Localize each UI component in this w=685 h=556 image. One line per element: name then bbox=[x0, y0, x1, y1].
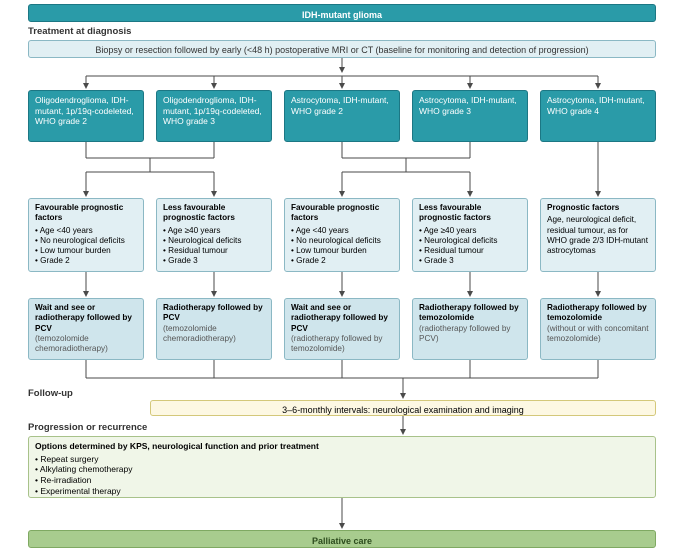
options-box: Options determined by KPS, neurological … bbox=[28, 436, 656, 498]
flowchart-root: IDH-mutant glioma Treatment at diagnosis… bbox=[0, 0, 685, 556]
section-progression: Progression or recurrence bbox=[28, 422, 147, 433]
prog-list: Age <40 years No neurological deficits L… bbox=[35, 226, 137, 267]
subtype-1: Oligodendroglioma, IDH-mutant, 1p/19q-co… bbox=[156, 90, 272, 142]
prognostic-4: Prognostic factors Age, neurological def… bbox=[540, 198, 656, 272]
treatment-0: Wait and see or radiotherapy followed by… bbox=[28, 298, 144, 360]
subtype-2: Astrocytoma, IDH-mutant, WHO grade 2 bbox=[284, 90, 400, 142]
prognostic-1: Less favourable prognostic factors Age ≥… bbox=[156, 198, 272, 272]
section-followup: Follow-up bbox=[28, 388, 73, 399]
baseline-box: Biopsy or resection followed by early (<… bbox=[28, 40, 656, 58]
treatment-2: Wait and see or radiotherapy followed by… bbox=[284, 298, 400, 360]
followup-box: 3–6-monthly intervals: neurological exam… bbox=[150, 400, 656, 416]
subtype-3: Astrocytoma, IDH-mutant, WHO grade 3 bbox=[412, 90, 528, 142]
subtype-0: Oligodendroglioma, IDH-mutant, 1p/19q-co… bbox=[28, 90, 144, 142]
subtype-4: Astrocytoma, IDH-mutant, WHO grade 4 bbox=[540, 90, 656, 142]
title-bar: IDH-mutant glioma bbox=[28, 4, 656, 22]
prog-hdr: Favourable prognostic factors bbox=[35, 203, 137, 224]
treatment-4: Radiotherapy followed by temozolomide (w… bbox=[540, 298, 656, 360]
treatment-3: Radiotherapy followed by temozolomide (r… bbox=[412, 298, 528, 360]
palliative-box: Palliative care bbox=[28, 530, 656, 548]
prognostic-2: Favourable prognostic factors Age <40 ye… bbox=[284, 198, 400, 272]
section-diagnosis: Treatment at diagnosis bbox=[28, 26, 131, 37]
prognostic-0: Favourable prognostic factors Age <40 ye… bbox=[28, 198, 144, 272]
prognostic-3: Less favourable prognostic factors Age ≥… bbox=[412, 198, 528, 272]
treatment-1: Radiotherapy followed by PCV (temozolomi… bbox=[156, 298, 272, 360]
